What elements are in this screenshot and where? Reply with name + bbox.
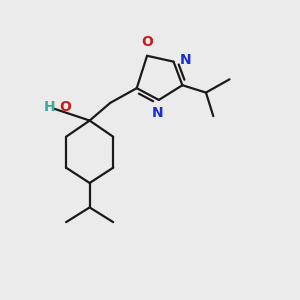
Text: O: O [59,100,71,114]
Text: H: H [44,100,56,114]
Text: N: N [152,106,163,120]
Text: O: O [141,35,153,49]
Text: N: N [180,53,192,67]
